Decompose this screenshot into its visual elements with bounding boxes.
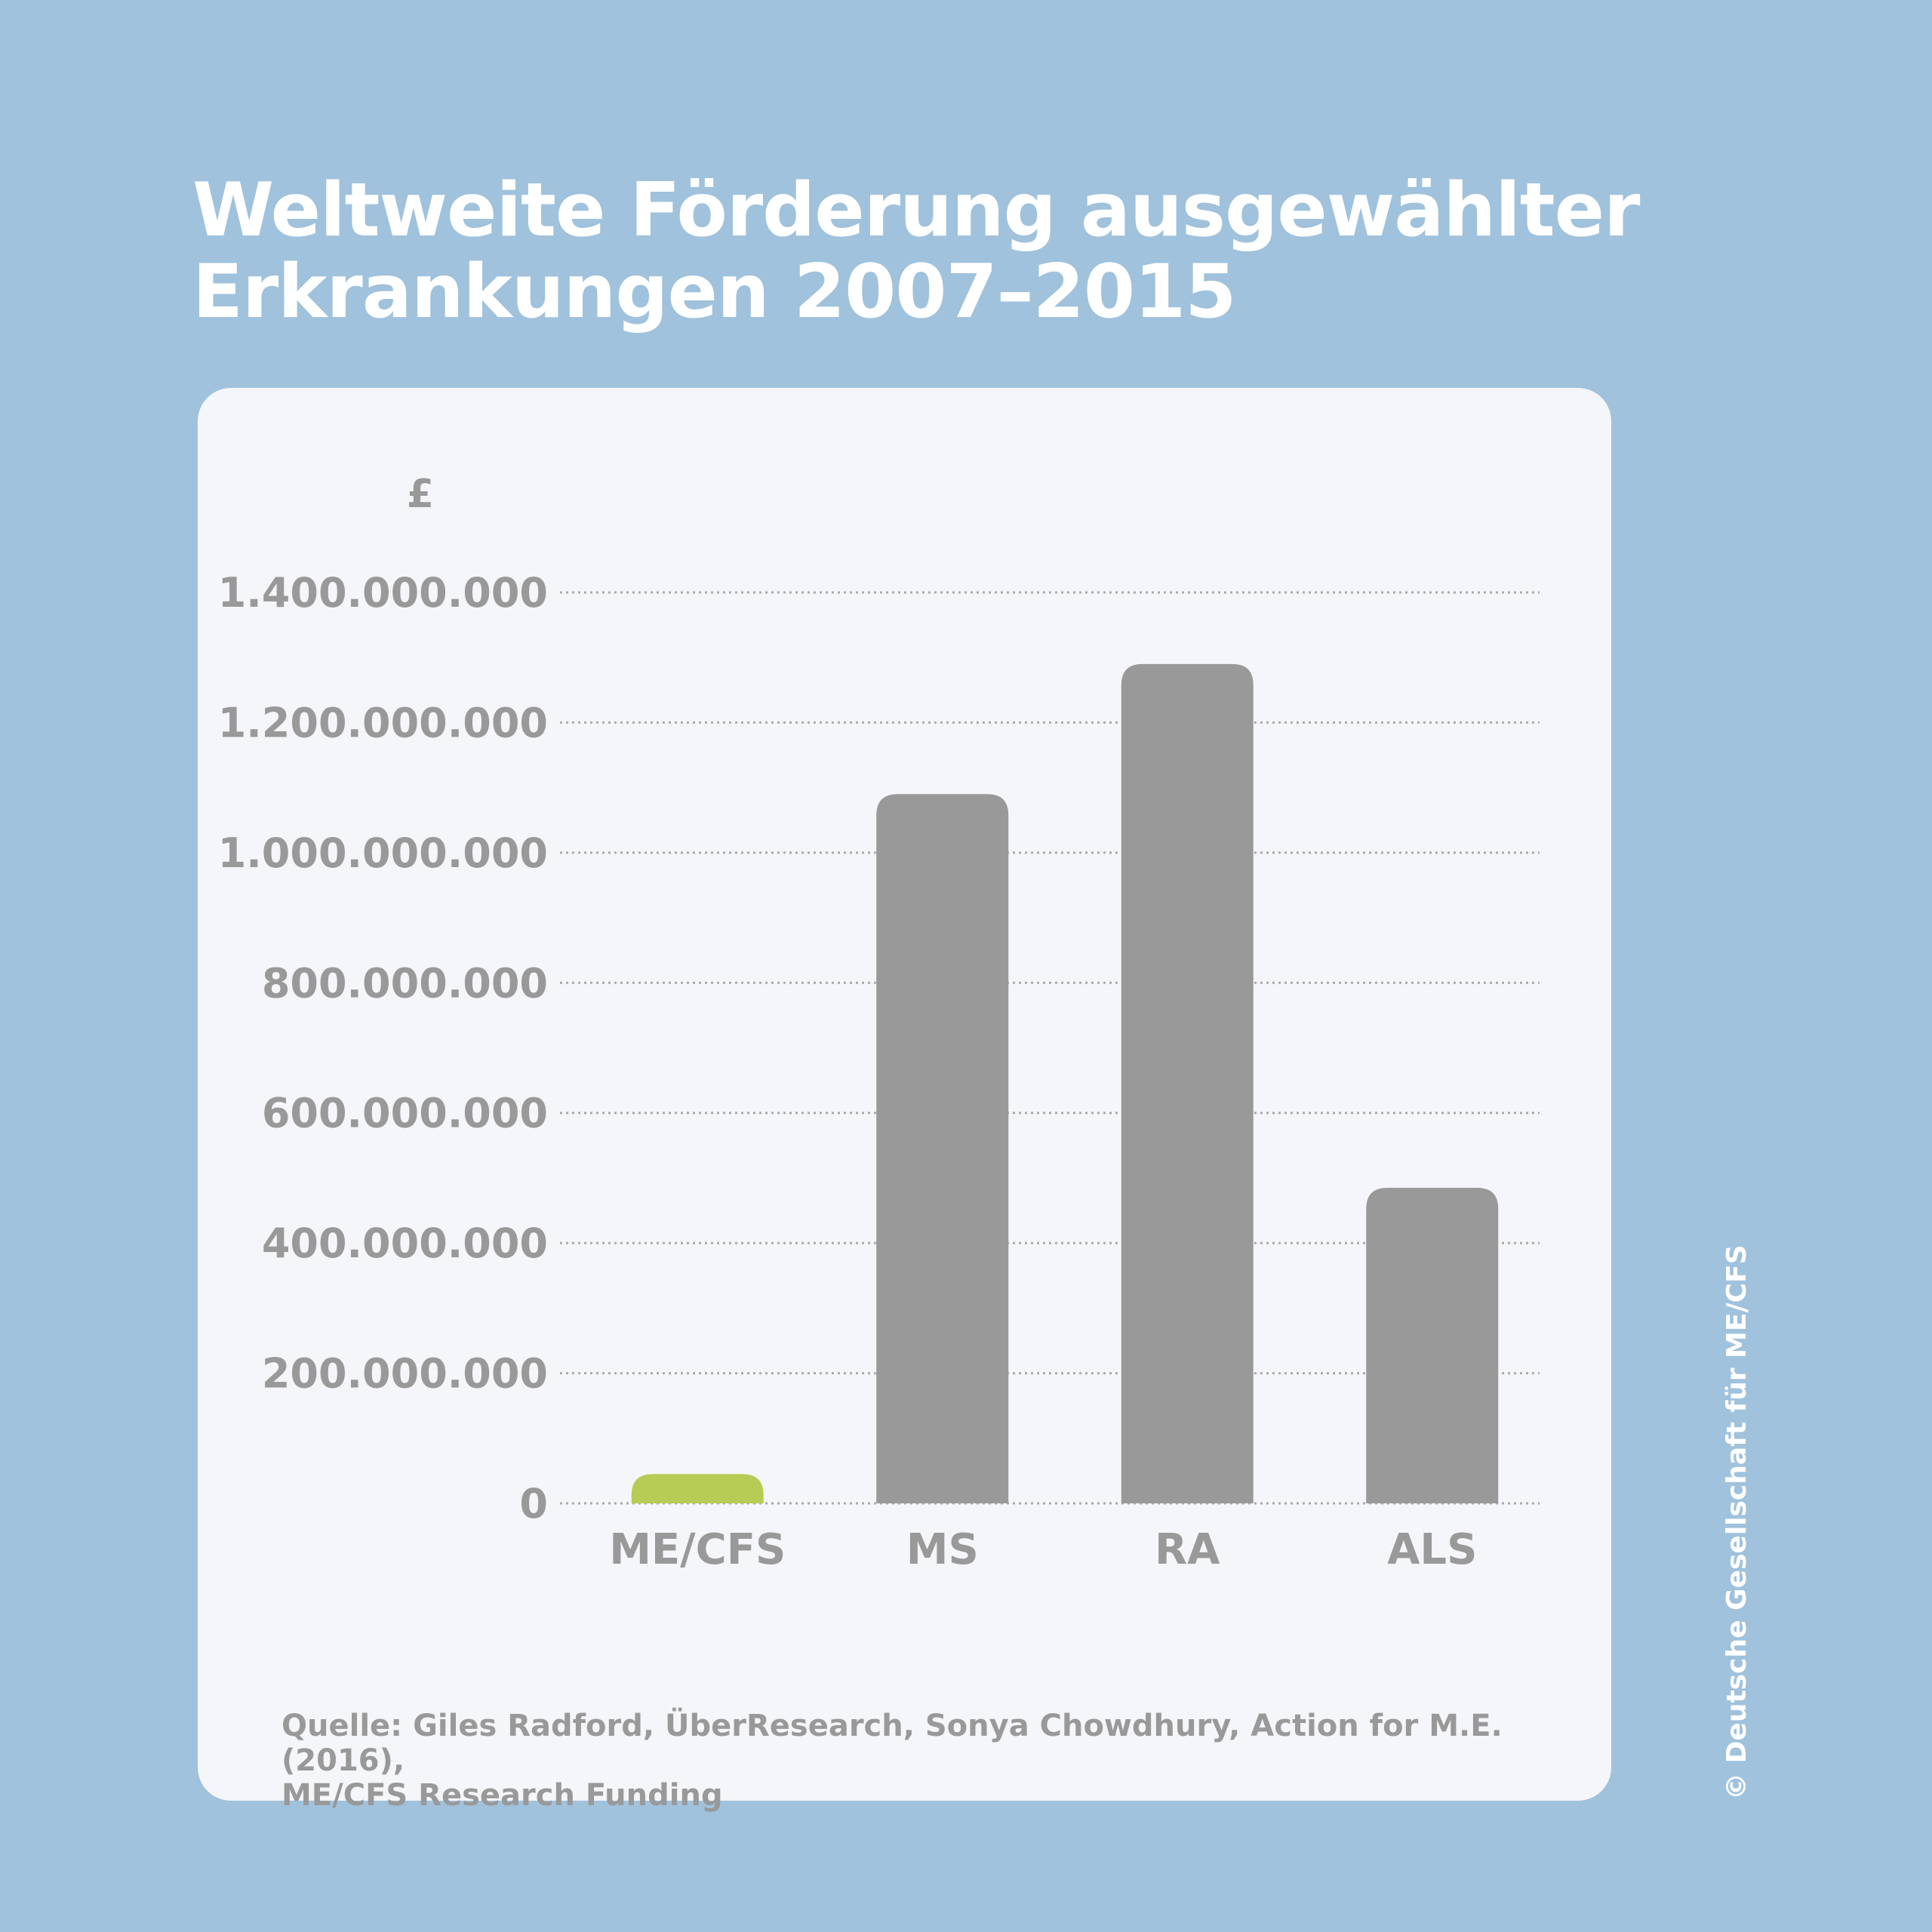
source-line: ME/CFS Research Funding [281,1778,723,1813]
copyright-notice: © Deutsche Gesellschaft für ME/CFS [1721,1244,1752,1800]
chart-title-line: Weltweite Förderung ausgewählter [192,168,1640,254]
chart-card [198,388,1611,1801]
chart-title-line: Erkrankungen 2007–2015 [192,249,1236,335]
source-note: Quelle: Giles Radford, ÜberResearch, Son… [281,1709,1564,1813]
source-line: Quelle: Giles Radford, ÜberResearch, Son… [281,1709,1503,1778]
chart-title: Weltweite Förderung ausgewählter Erkrank… [192,168,1640,335]
